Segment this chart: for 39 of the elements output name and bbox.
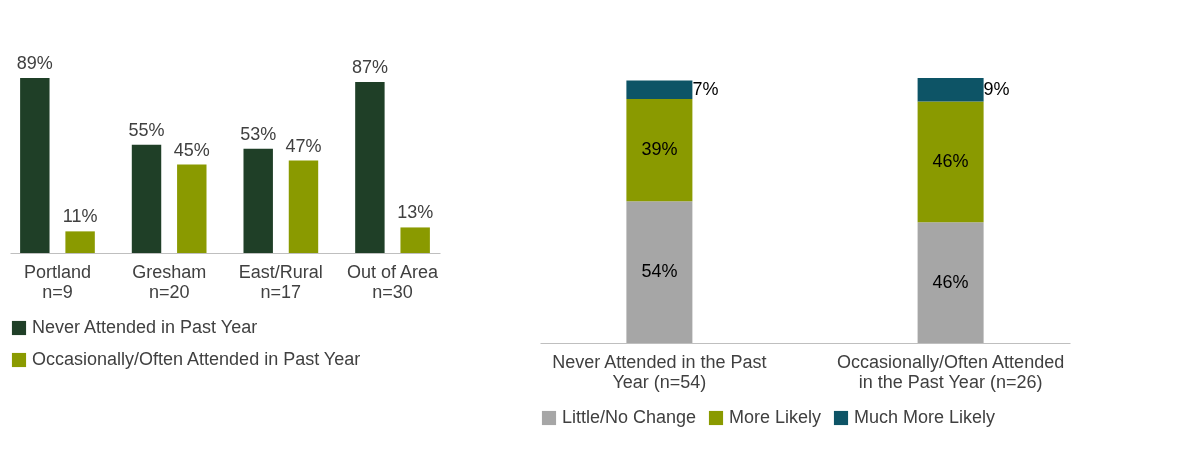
x-tick-label: Never Attended in the Past Year (n=54) bbox=[552, 351, 767, 392]
legend-label: Occasionally/Often Attended in Past Year bbox=[32, 349, 361, 369]
legend-label: Little/No Change bbox=[562, 407, 697, 427]
legend-label: Much More Likely bbox=[854, 407, 996, 427]
data-label: 47% bbox=[285, 135, 322, 156]
bar bbox=[917, 222, 984, 343]
x-tick-label: Occasionally/Often Attended in the Past Year (n=26) bbox=[837, 351, 1065, 392]
data-label: 13% bbox=[397, 202, 434, 223]
data-label: 7% bbox=[692, 78, 719, 99]
bar bbox=[131, 144, 162, 253]
data-label: 45% bbox=[173, 139, 210, 160]
data-label: 54% bbox=[641, 261, 678, 282]
bar bbox=[243, 148, 273, 253]
bar bbox=[177, 164, 207, 253]
bar bbox=[400, 227, 430, 253]
bar bbox=[626, 98, 693, 202]
data-label: 9% bbox=[983, 78, 1010, 99]
data-label: 87% bbox=[351, 56, 388, 77]
bar bbox=[626, 201, 693, 343]
x-tick-label: East/Rural n=17 bbox=[238, 261, 323, 302]
bar bbox=[288, 160, 319, 253]
bar bbox=[626, 80, 693, 99]
bar bbox=[917, 78, 984, 102]
legend-label: More Likely bbox=[729, 407, 822, 427]
data-label: 39% bbox=[641, 139, 678, 160]
data-label: 55% bbox=[128, 119, 165, 140]
x-tick-label: Out of Area n=30 bbox=[347, 261, 440, 302]
data-label: 53% bbox=[240, 123, 277, 144]
x-tick-label: Gresham n=20 bbox=[132, 261, 207, 302]
data-label: 46% bbox=[932, 150, 969, 171]
x-tick-label: Portland n=9 bbox=[23, 261, 91, 302]
data-label: 89% bbox=[16, 53, 53, 73]
bar bbox=[20, 78, 50, 253]
data-label: 46% bbox=[932, 271, 969, 292]
data-label: 11% bbox=[62, 206, 98, 227]
bar bbox=[65, 231, 95, 253]
bar bbox=[917, 101, 984, 223]
bar bbox=[355, 81, 385, 253]
legend-label: Never Attended in Past Year bbox=[32, 317, 258, 337]
